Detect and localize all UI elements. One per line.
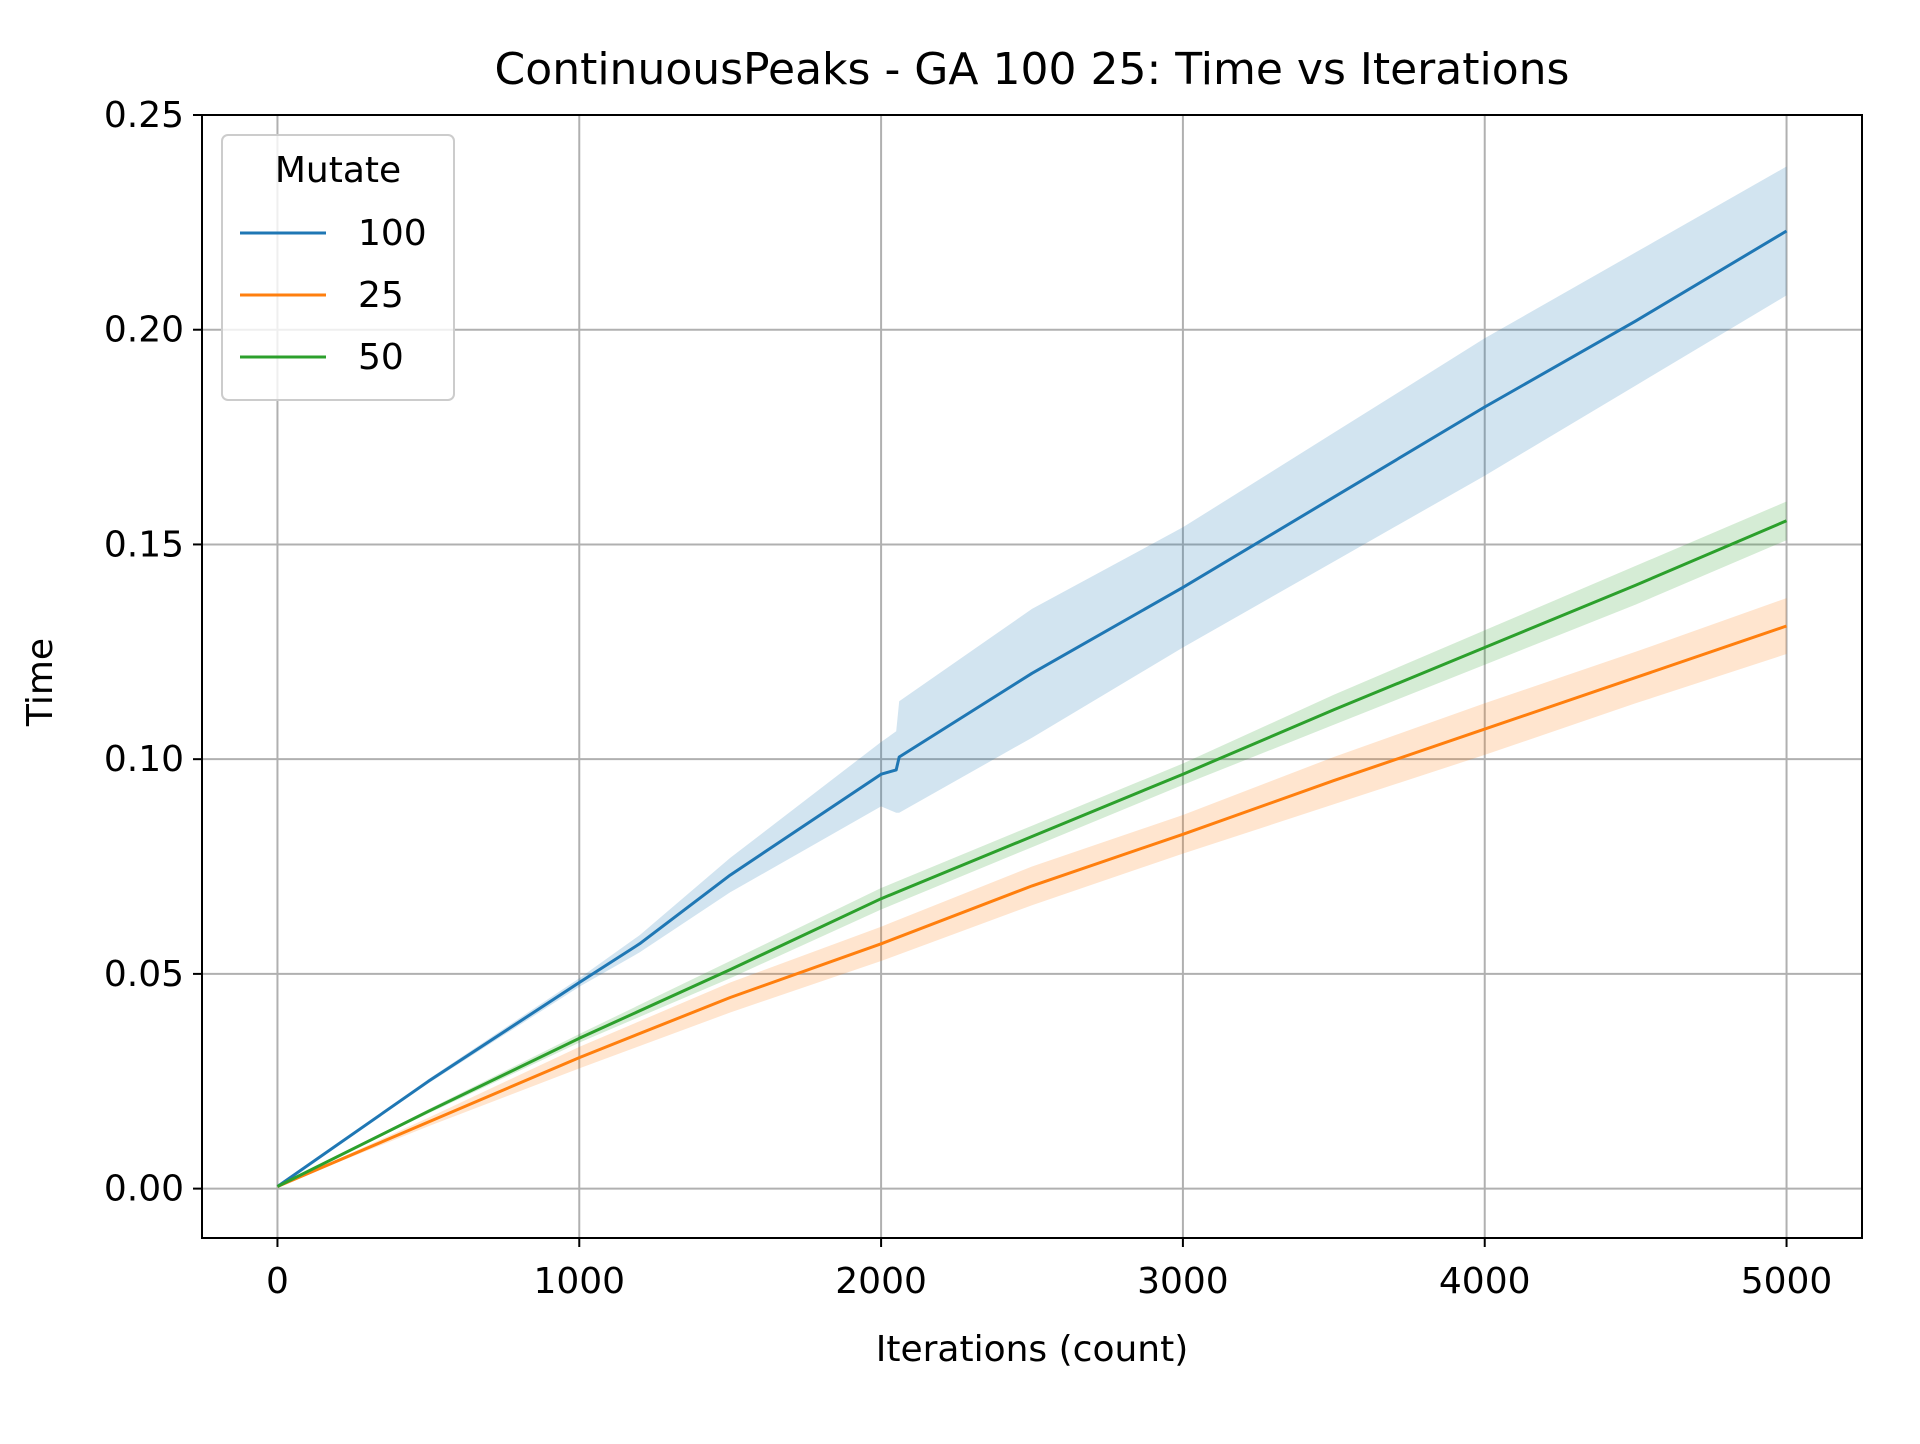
x-tick-label: 2000 bbox=[835, 1261, 927, 1302]
series-band-50 bbox=[277, 501, 1787, 1187]
legend-label-50: 50 bbox=[358, 337, 404, 378]
x-tick-label: 3000 bbox=[1137, 1261, 1229, 1302]
y-tick-label: 0.15 bbox=[104, 524, 184, 565]
chart-title: ContinuousPeaks - GA 100 25: Time vs Ite… bbox=[495, 44, 1570, 95]
series-line-25 bbox=[276, 624, 1787, 1188]
grid bbox=[202, 114, 1862, 1238]
legend-title: Mutate bbox=[275, 150, 401, 191]
y-tick-label: 0.25 bbox=[104, 95, 184, 136]
x-tick-label: 4000 bbox=[1439, 1261, 1531, 1302]
plot-frame bbox=[201, 114, 1863, 1239]
legend-box bbox=[221, 134, 455, 401]
y-tick-label: 0.20 bbox=[104, 310, 184, 351]
axis-ticks: 0 1000 2000 3000 4000 5000 0.00 0.05 0.10 0.15 0.2… bbox=[104, 95, 1833, 1302]
legend-label-25: 25 bbox=[358, 275, 404, 316]
legend-label-100: 100 bbox=[358, 213, 427, 254]
x-tick-label: 0 bbox=[266, 1261, 289, 1302]
series-line-50 bbox=[276, 519, 1788, 1188]
series-lines bbox=[276, 229, 1788, 1188]
y-tick-label: 0.10 bbox=[104, 739, 184, 780]
y-axis-label: Time bbox=[20, 638, 61, 727]
x-tick-label: 1000 bbox=[533, 1261, 625, 1302]
series-band-25 bbox=[277, 598, 1787, 1187]
x-axis-label: Iterations (count) bbox=[876, 1329, 1189, 1370]
legend: Mutate 100 25 50 bbox=[221, 134, 455, 401]
series-line-100 bbox=[276, 229, 1788, 1188]
y-tick-label: 0.00 bbox=[104, 1169, 184, 1210]
legend-items: 100 25 50 bbox=[240, 213, 427, 378]
y-tick-label: 0.05 bbox=[104, 954, 184, 995]
x-tick-label: 5000 bbox=[1741, 1261, 1833, 1302]
